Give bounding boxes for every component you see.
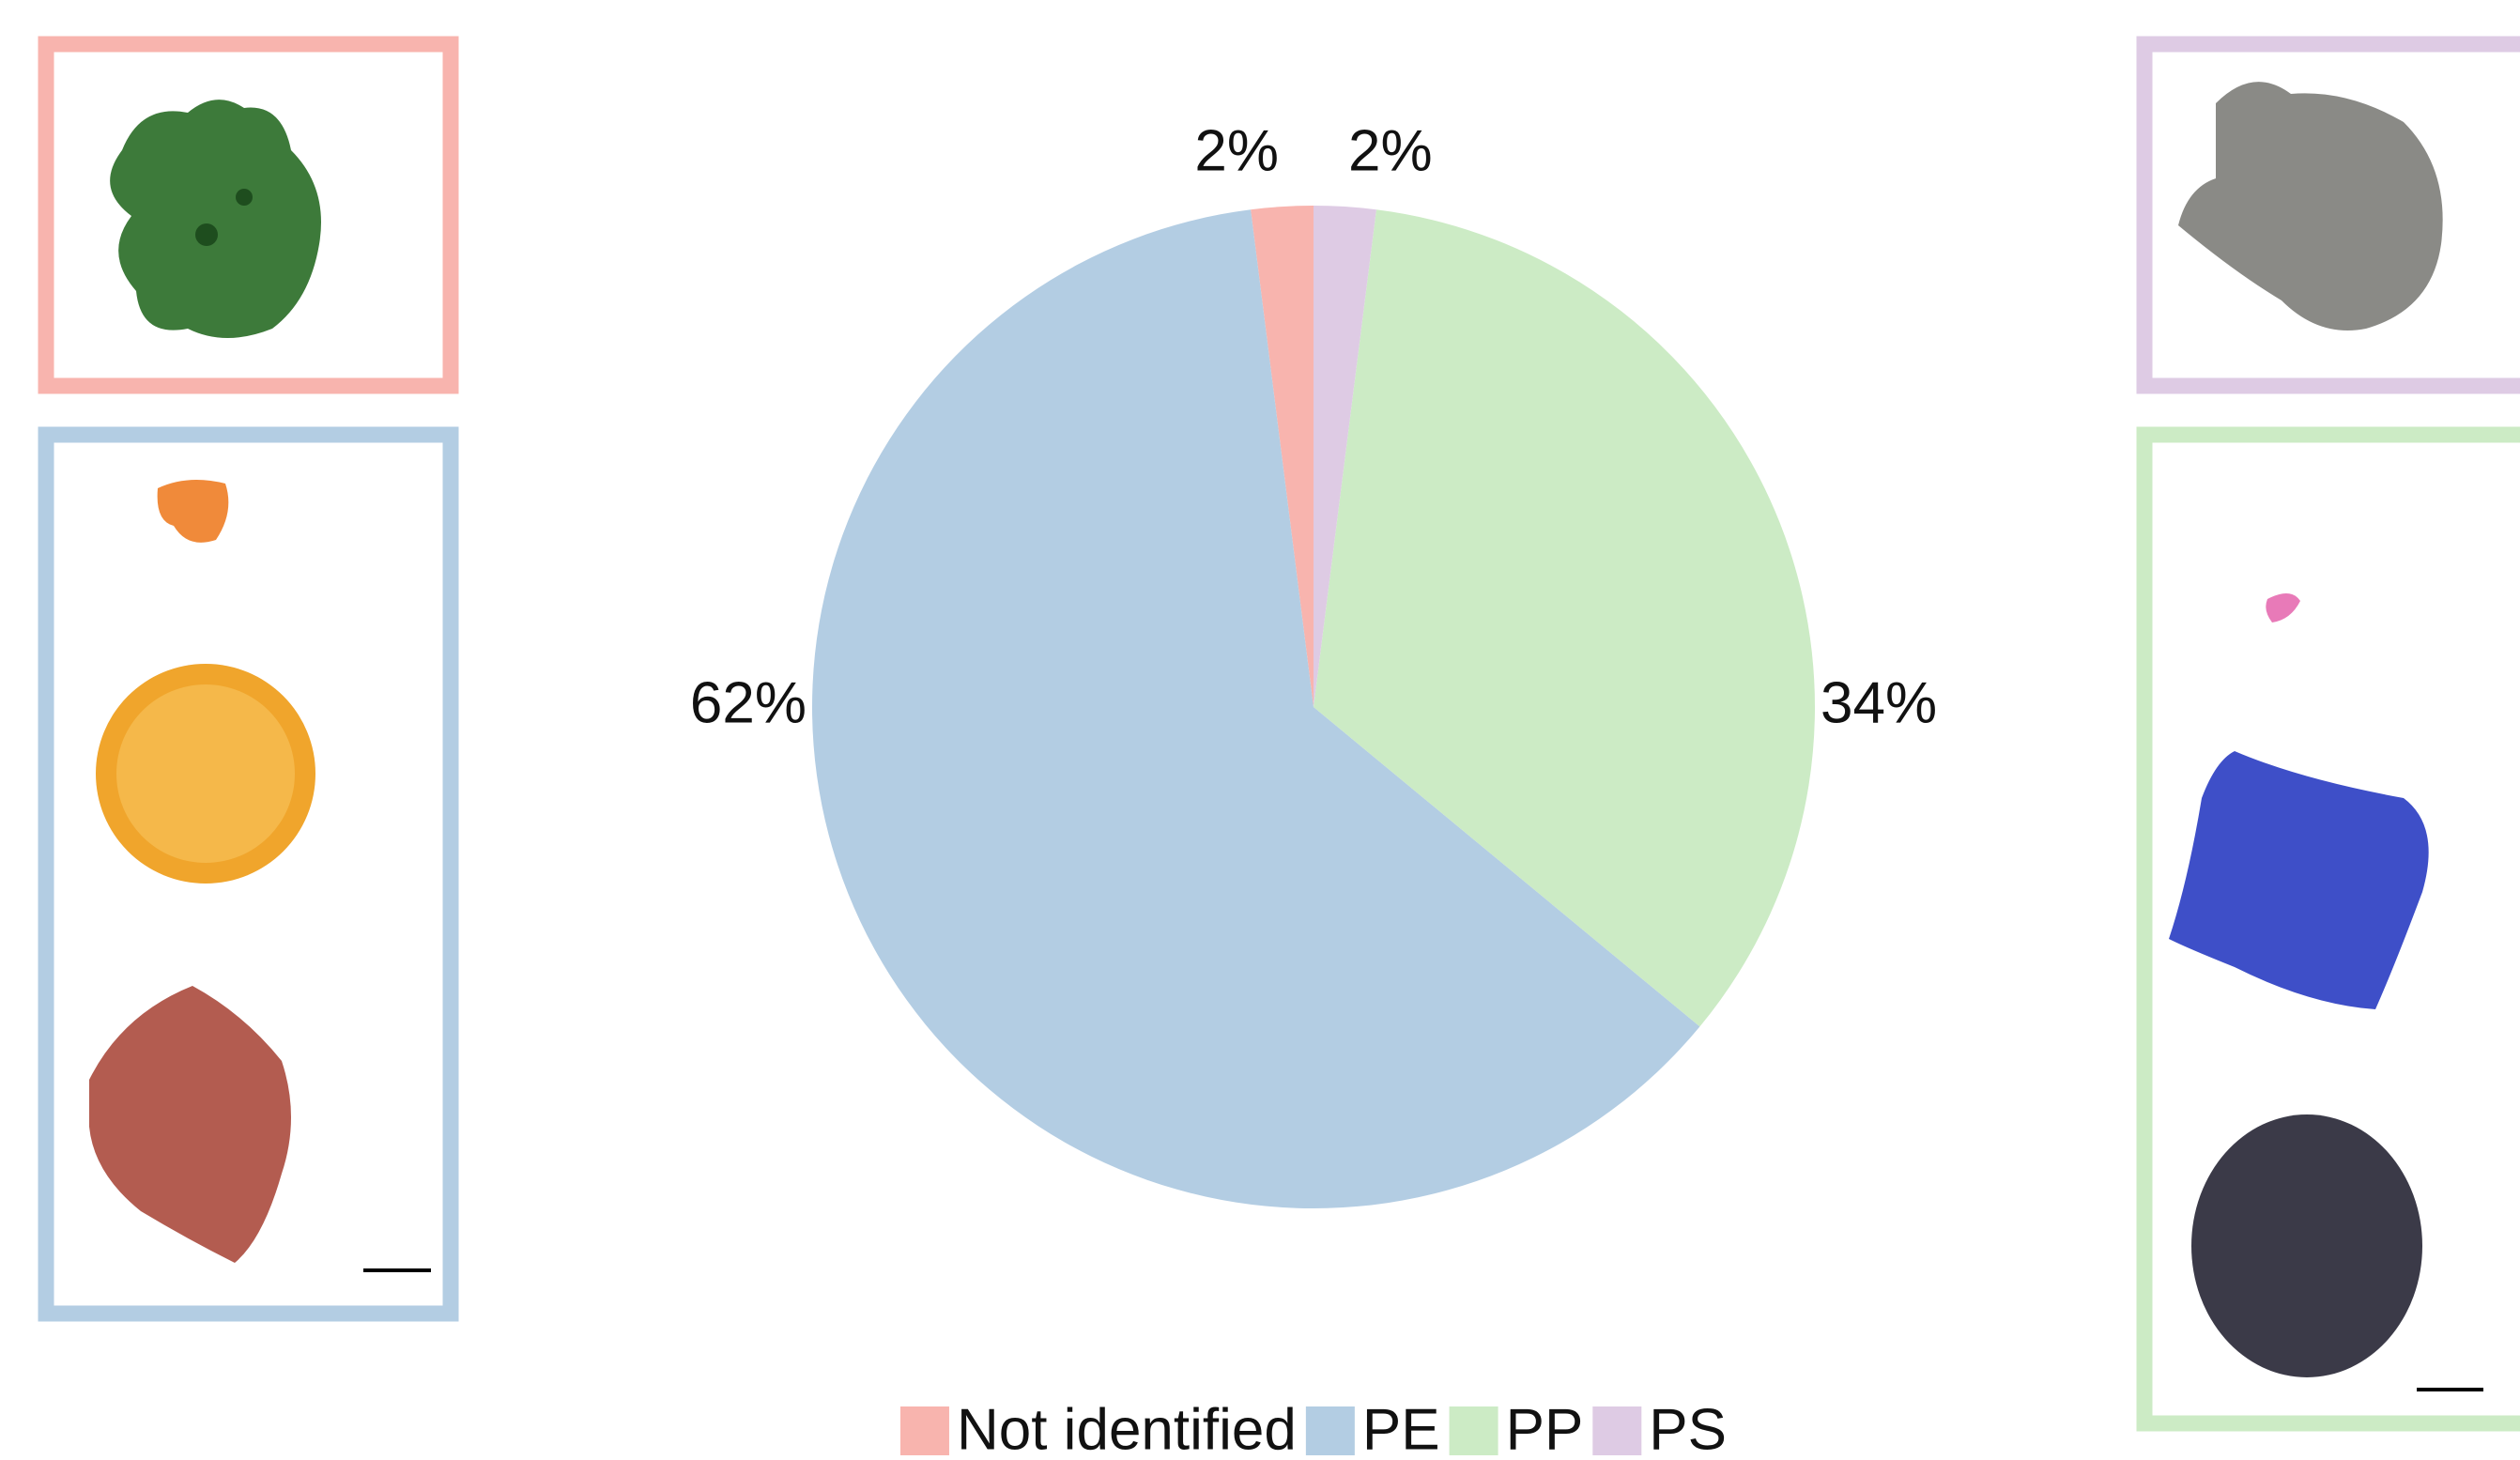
legend-swatch bbox=[1306, 1406, 1355, 1455]
value-label: 2% bbox=[1194, 119, 1279, 184]
legend-label: PP bbox=[1506, 1397, 1584, 1460]
pie bbox=[812, 206, 1815, 1208]
legend-label: PS bbox=[1649, 1397, 1727, 1460]
particle bbox=[89, 986, 291, 1263]
photo-panels bbox=[2144, 44, 2520, 1423]
particle bbox=[2266, 593, 2300, 622]
legend-swatch bbox=[900, 1406, 949, 1455]
chart: 2% 62% 34% 2% Not identified PE PP PS bbox=[0, 0, 2520, 1460]
legend-swatch bbox=[1592, 1406, 1641, 1455]
particle bbox=[2169, 751, 2429, 1009]
photo-panels bbox=[46, 44, 451, 1314]
legend: Not identified PE PP PS bbox=[900, 1397, 1727, 1460]
value-label: 2% bbox=[1348, 119, 1433, 184]
particle-hole bbox=[236, 189, 253, 206]
legend-swatch bbox=[1450, 1406, 1498, 1455]
particle-highlight bbox=[116, 684, 295, 863]
page: {"chart_data": {"type": "pie", "categori… bbox=[0, 0, 2520, 1460]
legend-label: PE bbox=[1362, 1397, 1440, 1460]
particle bbox=[110, 100, 321, 338]
value-label: 62% bbox=[690, 670, 807, 735]
legend-label: Not identified bbox=[957, 1397, 1297, 1460]
particle bbox=[2178, 82, 2443, 330]
particle-hole bbox=[195, 223, 218, 246]
particle bbox=[2191, 1114, 2422, 1377]
particle bbox=[158, 480, 229, 543]
value-label: 34% bbox=[1821, 670, 1937, 735]
